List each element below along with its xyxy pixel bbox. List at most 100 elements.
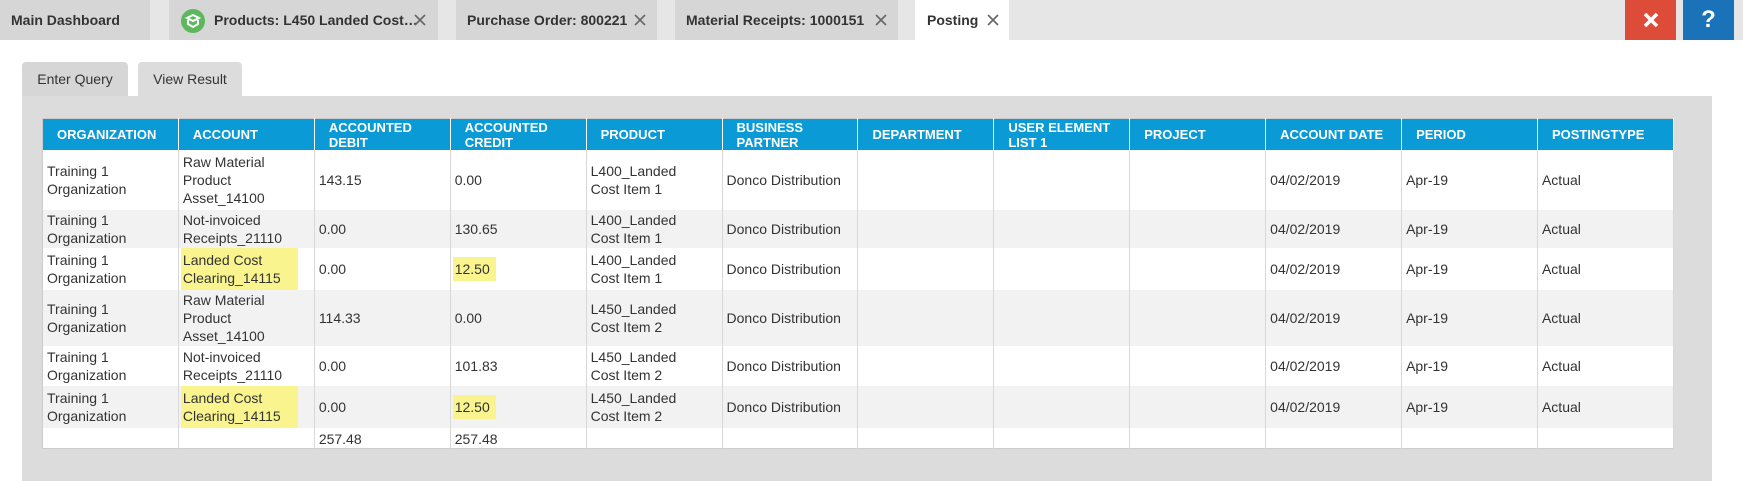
- table-cell: Training 1 Organization: [42, 210, 179, 248]
- table-cell: [993, 386, 1131, 428]
- close-button[interactable]: [1625, 0, 1676, 40]
- table-cell: [722, 428, 859, 449]
- table-cell: 130.65: [450, 210, 587, 248]
- table-cell: [857, 428, 995, 449]
- column-header: ACCOUNT DATE: [1265, 118, 1403, 150]
- help-button[interactable]: ?: [1683, 0, 1734, 40]
- table-cell: 12.50: [450, 248, 587, 290]
- table-cell: Apr-19: [1401, 150, 1538, 210]
- table-cell: Actual: [1537, 210, 1675, 248]
- tab-close[interactable]: [414, 14, 426, 26]
- table-cell: 04/02/2019: [1265, 248, 1403, 290]
- cell-text: Apr-19: [1406, 172, 1449, 188]
- table-cell: 0.00: [314, 210, 451, 248]
- cell-text: Apr-19: [1406, 261, 1449, 277]
- table-cell: Donco Distribution: [722, 290, 859, 346]
- table-cell: Landed Cost Clearing_14115: [178, 386, 315, 428]
- cell-text: 04/02/2019: [1270, 358, 1341, 374]
- column-header: POSTINGTYPE: [1537, 118, 1675, 150]
- table-cell: [1129, 386, 1267, 428]
- cell-text: 130.65: [454, 221, 498, 237]
- cell-text: Apr-19: [1406, 358, 1449, 374]
- cell-text: Donco Distribution: [726, 221, 841, 237]
- cell-text: 04/02/2019: [1270, 261, 1341, 277]
- cell-text: Actual: [1541, 399, 1581, 415]
- table-cell: Apr-19: [1401, 346, 1538, 386]
- cell-text: 0.00: [318, 358, 347, 374]
- table-row: Training 1 Organization Raw Material Prod…: [42, 290, 1675, 346]
- table-cell: Not-invoiced Receipts_21110: [178, 210, 315, 248]
- table-cell: L450_Landed Cost Item 2: [586, 346, 723, 386]
- tab[interactable]: Purchase Order: 800221: [456, 0, 657, 40]
- cell-text: Not-invoiced Receipts_21110: [182, 212, 283, 246]
- cell-text: 257.48: [318, 431, 362, 447]
- cell-text: 0.00: [318, 261, 347, 277]
- tab-bar: Main Dashboard Products: L450 Landed Cos…: [0, 0, 1743, 40]
- cell-text: Not-invoiced Receipts_21110: [182, 349, 283, 383]
- query-tab[interactable]: Enter Query: [22, 62, 128, 96]
- tab[interactable]: Material Receipts: 1000151: [675, 0, 898, 40]
- tab-label: Main Dashboard: [11, 12, 120, 28]
- cell-text: 114.33: [318, 310, 361, 326]
- tab-icon: [181, 9, 205, 33]
- table-cell: [586, 428, 723, 449]
- tab-label: Posting: [927, 12, 979, 28]
- tab-close[interactable]: [987, 14, 999, 26]
- header-row: ORGANIZATION ACCOUNT ACCOUNTED DEBIT ACCOUN…: [42, 118, 1675, 150]
- table-cell: Training 1 Organization: [42, 290, 179, 346]
- help-label: ?: [1701, 6, 1716, 33]
- cell-text: 143.15: [318, 172, 362, 188]
- table-body: Training 1 Organization Raw Material Prod…: [42, 150, 1675, 449]
- cell-text: L400_Landed Cost Item 1: [590, 252, 677, 286]
- cell-text: 04/02/2019: [1270, 221, 1341, 237]
- tab-label: Material Receipts: 1000151: [686, 12, 865, 28]
- tab-close[interactable]: [634, 14, 646, 26]
- table-cell: Raw Material Product Asset_14100: [178, 150, 315, 210]
- table-cell: L450_Landed Cost Item 2: [586, 290, 723, 346]
- table-cell: [857, 290, 995, 346]
- table-cell: Raw Material Product Asset_14100: [178, 290, 315, 346]
- cell-text: Training 1 Organization: [47, 252, 127, 286]
- table-cell: [857, 248, 995, 290]
- table-cell: Training 1 Organization: [42, 386, 179, 428]
- query-tab[interactable]: View Result: [138, 62, 242, 96]
- table-cell: 04/02/2019: [1265, 386, 1403, 428]
- cell-text: Apr-19: [1406, 310, 1449, 326]
- table-cell: 0.00: [450, 290, 587, 346]
- table-cell: Training 1 Organization: [42, 150, 179, 210]
- tab[interactable]: Products: L450 Landed Cost…: [169, 0, 438, 40]
- table-cell: 257.48: [450, 428, 587, 449]
- tab[interactable]: Main Dashboard: [0, 0, 150, 40]
- table-cell: 04/02/2019: [1265, 150, 1403, 210]
- tab[interactable]: Posting: [915, 0, 1009, 40]
- column-header: ACCOUNTED DEBIT: [314, 118, 451, 150]
- table-cell: [857, 346, 995, 386]
- column-header: BUSINESS PARTNER: [722, 118, 859, 150]
- table-cell: [993, 248, 1131, 290]
- cell-text: Donco Distribution: [726, 172, 841, 188]
- tab-close[interactable]: [875, 14, 887, 26]
- table-cell: 04/02/2019: [1265, 346, 1403, 386]
- cell-text: Training 1 Organization: [47, 212, 127, 246]
- table-cell: Actual: [1537, 346, 1675, 386]
- table-cell: 04/02/2019: [1265, 210, 1403, 248]
- table-cell: 0.00: [314, 248, 451, 290]
- table-cell: Actual: [1537, 290, 1675, 346]
- table-cell: L400_Landed Cost Item 1: [586, 210, 723, 248]
- table-cell: L400_Landed Cost Item 1: [586, 150, 723, 210]
- tab-label: Purchase Order: 800221: [467, 12, 628, 28]
- cell-text: Donco Distribution: [726, 310, 841, 326]
- cell-text: Actual: [1541, 172, 1581, 188]
- cell-text: Landed Cost Clearing_14115: [180, 386, 298, 428]
- cell-text: 257.48: [454, 431, 498, 447]
- table-cell: 0.00: [314, 346, 451, 386]
- table-cell: Actual: [1537, 248, 1675, 290]
- table-cell: [178, 428, 315, 449]
- cell-text: 0.00: [454, 310, 482, 326]
- table-cell: Donco Distribution: [722, 386, 859, 428]
- table-cell: Actual: [1537, 386, 1675, 428]
- cell-text: 12.50: [452, 395, 496, 419]
- cell-text: 04/02/2019: [1270, 399, 1341, 415]
- table-row: Training 1 Organization Landed Cost Clear…: [42, 248, 1675, 290]
